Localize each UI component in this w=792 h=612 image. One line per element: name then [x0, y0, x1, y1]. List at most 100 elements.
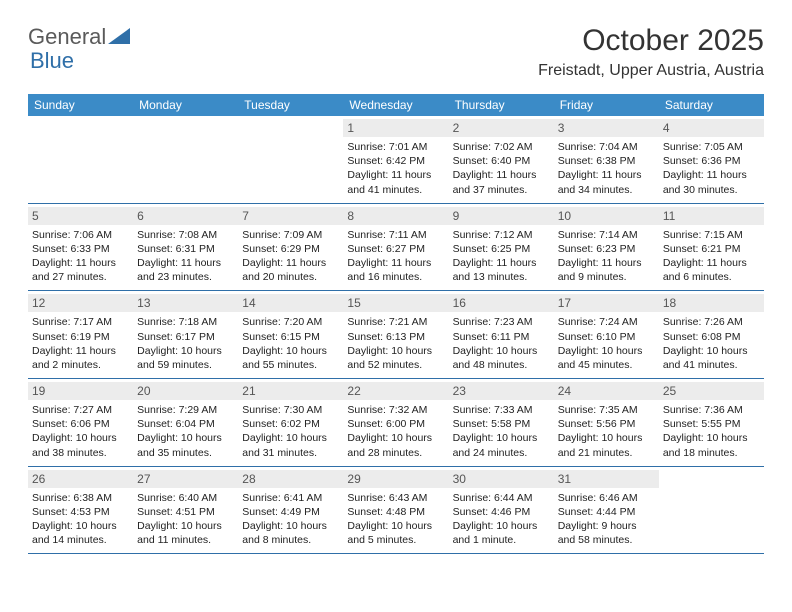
sunrise: Sunrise: 7:32 AM	[347, 403, 444, 417]
sunrise: Sunrise: 7:30 AM	[242, 403, 339, 417]
daylight: Daylight: 10 hours and 41 minutes.	[663, 344, 760, 372]
sunrise: Sunrise: 7:12 AM	[453, 228, 550, 242]
title-block: October 2025 Freistadt, Upper Austria, A…	[538, 24, 764, 80]
daylight: Daylight: 11 hours and 41 minutes.	[347, 168, 444, 196]
day-number: 30	[449, 470, 554, 488]
sunset: Sunset: 6:42 PM	[347, 154, 444, 168]
day-number: 24	[554, 382, 659, 400]
sunrise: Sunrise: 7:01 AM	[347, 140, 444, 154]
header: General October 2025 Freistadt, Upper Au…	[28, 24, 764, 80]
sunrise: Sunrise: 7:33 AM	[453, 403, 550, 417]
day-cell	[133, 116, 238, 203]
calendar: SundayMondayTuesdayWednesdayThursdayFrid…	[28, 94, 764, 554]
day-number: 22	[343, 382, 448, 400]
day-cell: 9 Sunrise: 7:12 AMSunset: 6:25 PMDaylight…	[449, 204, 554, 291]
daylight: Daylight: 10 hours and 55 minutes.	[242, 344, 339, 372]
sunrise: Sunrise: 6:46 AM	[558, 491, 655, 505]
sunrise: Sunrise: 6:40 AM	[137, 491, 234, 505]
logo: General	[28, 24, 130, 50]
daylight: Daylight: 10 hours and 59 minutes.	[137, 344, 234, 372]
day-info: Sunrise: 7:05 AMSunset: 6:36 PMDaylight:…	[663, 140, 760, 197]
day-cell: 22 Sunrise: 7:32 AMSunset: 6:00 PMDayligh…	[343, 379, 448, 466]
day-number: 20	[133, 382, 238, 400]
sunrise: Sunrise: 7:35 AM	[558, 403, 655, 417]
sunset: Sunset: 6:29 PM	[242, 242, 339, 256]
day-cell	[238, 116, 343, 203]
day-number: 10	[554, 207, 659, 225]
day-number: 9	[449, 207, 554, 225]
day-header: Thursday	[449, 94, 554, 116]
daylight: Daylight: 10 hours and 18 minutes.	[663, 431, 760, 459]
daylight: Daylight: 10 hours and 11 minutes.	[137, 519, 234, 547]
day-cell: 8 Sunrise: 7:11 AMSunset: 6:27 PMDaylight…	[343, 204, 448, 291]
day-number: 6	[133, 207, 238, 225]
daylight: Daylight: 11 hours and 20 minutes.	[242, 256, 339, 284]
daylight: Daylight: 10 hours and 24 minutes.	[453, 431, 550, 459]
sunset: Sunset: 4:48 PM	[347, 505, 444, 519]
day-info: Sunrise: 6:41 AMSunset: 4:49 PMDaylight:…	[242, 491, 339, 548]
day-number: 2	[449, 119, 554, 137]
day-cell: 21Sunrise: 7:30 AMSunset: 6:02 PMDayligh…	[238, 379, 343, 466]
sunset: Sunset: 6:10 PM	[558, 330, 655, 344]
sunset: Sunset: 4:46 PM	[453, 505, 550, 519]
day-info: Sunrise: 7:02 AMSunset: 6:40 PMDaylight:…	[453, 140, 550, 197]
sunrise: Sunrise: 7:08 AM	[137, 228, 234, 242]
daylight: Daylight: 10 hours and 8 minutes.	[242, 519, 339, 547]
day-cell	[659, 467, 764, 554]
day-number: 31	[554, 470, 659, 488]
daylight: Daylight: 9 hours and 58 minutes.	[558, 519, 655, 547]
day-cell: 17Sunrise: 7:24 AMSunset: 6:10 PMDayligh…	[554, 291, 659, 378]
daylight: Daylight: 10 hours and 21 minutes.	[558, 431, 655, 459]
daylight: Daylight: 11 hours and 27 minutes.	[32, 256, 129, 284]
day-cell: 14Sunrise: 7:20 AMSunset: 6:15 PMDayligh…	[238, 291, 343, 378]
day-info: Sunrise: 7:11 AMSunset: 6:27 PMDaylight:…	[347, 228, 444, 285]
sunrise: Sunrise: 7:29 AM	[137, 403, 234, 417]
sunrise: Sunrise: 7:21 AM	[347, 315, 444, 329]
sunset: Sunset: 4:51 PM	[137, 505, 234, 519]
sunset: Sunset: 6:08 PM	[663, 330, 760, 344]
day-header: Friday	[554, 94, 659, 116]
daylight: Daylight: 11 hours and 6 minutes.	[663, 256, 760, 284]
day-cell: 18Sunrise: 7:26 AMSunset: 6:08 PMDayligh…	[659, 291, 764, 378]
day-number: 14	[238, 294, 343, 312]
day-info: Sunrise: 7:27 AMSunset: 6:06 PMDaylight:…	[32, 403, 129, 460]
week-row: 19Sunrise: 7:27 AMSunset: 6:06 PMDayligh…	[28, 379, 764, 467]
sunset: Sunset: 6:38 PM	[558, 154, 655, 168]
sunrise: Sunrise: 7:24 AM	[558, 315, 655, 329]
sunrise: Sunrise: 7:36 AM	[663, 403, 760, 417]
day-number: 17	[554, 294, 659, 312]
sunset: Sunset: 5:55 PM	[663, 417, 760, 431]
day-number: 8	[343, 207, 448, 225]
daylight: Daylight: 10 hours and 38 minutes.	[32, 431, 129, 459]
daylight: Daylight: 10 hours and 1 minute.	[453, 519, 550, 547]
sunset: Sunset: 5:56 PM	[558, 417, 655, 431]
sunrise: Sunrise: 6:44 AM	[453, 491, 550, 505]
logo-text-blue: Blue	[30, 48, 74, 74]
day-cell: 30 Sunrise: 6:44 AMSunset: 4:46 PMDayligh…	[449, 467, 554, 554]
day-number: 21	[238, 382, 343, 400]
sunset: Sunset: 6:17 PM	[137, 330, 234, 344]
day-cell: 25 Sunrise: 7:36 AMSunset: 5:55 PMDayligh…	[659, 379, 764, 466]
sunset: Sunset: 6:13 PM	[347, 330, 444, 344]
day-info: Sunrise: 7:26 AMSunset: 6:08 PMDaylight:…	[663, 315, 760, 372]
day-info: Sunrise: 7:32 AMSunset: 6:00 PMDaylight:…	[347, 403, 444, 460]
sunset: Sunset: 6:04 PM	[137, 417, 234, 431]
day-number: 25	[659, 382, 764, 400]
day-number: 1	[343, 119, 448, 137]
day-header: Tuesday	[238, 94, 343, 116]
day-info: Sunrise: 7:12 AMSunset: 6:25 PMDaylight:…	[453, 228, 550, 285]
sunrise: Sunrise: 7:04 AM	[558, 140, 655, 154]
day-info: Sunrise: 7:08 AMSunset: 6:31 PMDaylight:…	[137, 228, 234, 285]
sunrise: Sunrise: 7:05 AM	[663, 140, 760, 154]
daylight: Daylight: 11 hours and 37 minutes.	[453, 168, 550, 196]
day-cell: 19Sunrise: 7:27 AMSunset: 6:06 PMDayligh…	[28, 379, 133, 466]
day-info: Sunrise: 7:17 AMSunset: 6:19 PMDaylight:…	[32, 315, 129, 372]
sunrise: Sunrise: 7:14 AM	[558, 228, 655, 242]
day-number: 11	[659, 207, 764, 225]
daylight: Daylight: 10 hours and 48 minutes.	[453, 344, 550, 372]
day-header: Saturday	[659, 94, 764, 116]
day-cell: 13Sunrise: 7:18 AMSunset: 6:17 PMDayligh…	[133, 291, 238, 378]
day-number: 5	[28, 207, 133, 225]
day-number: 16	[449, 294, 554, 312]
day-info: Sunrise: 7:14 AMSunset: 6:23 PMDaylight:…	[558, 228, 655, 285]
